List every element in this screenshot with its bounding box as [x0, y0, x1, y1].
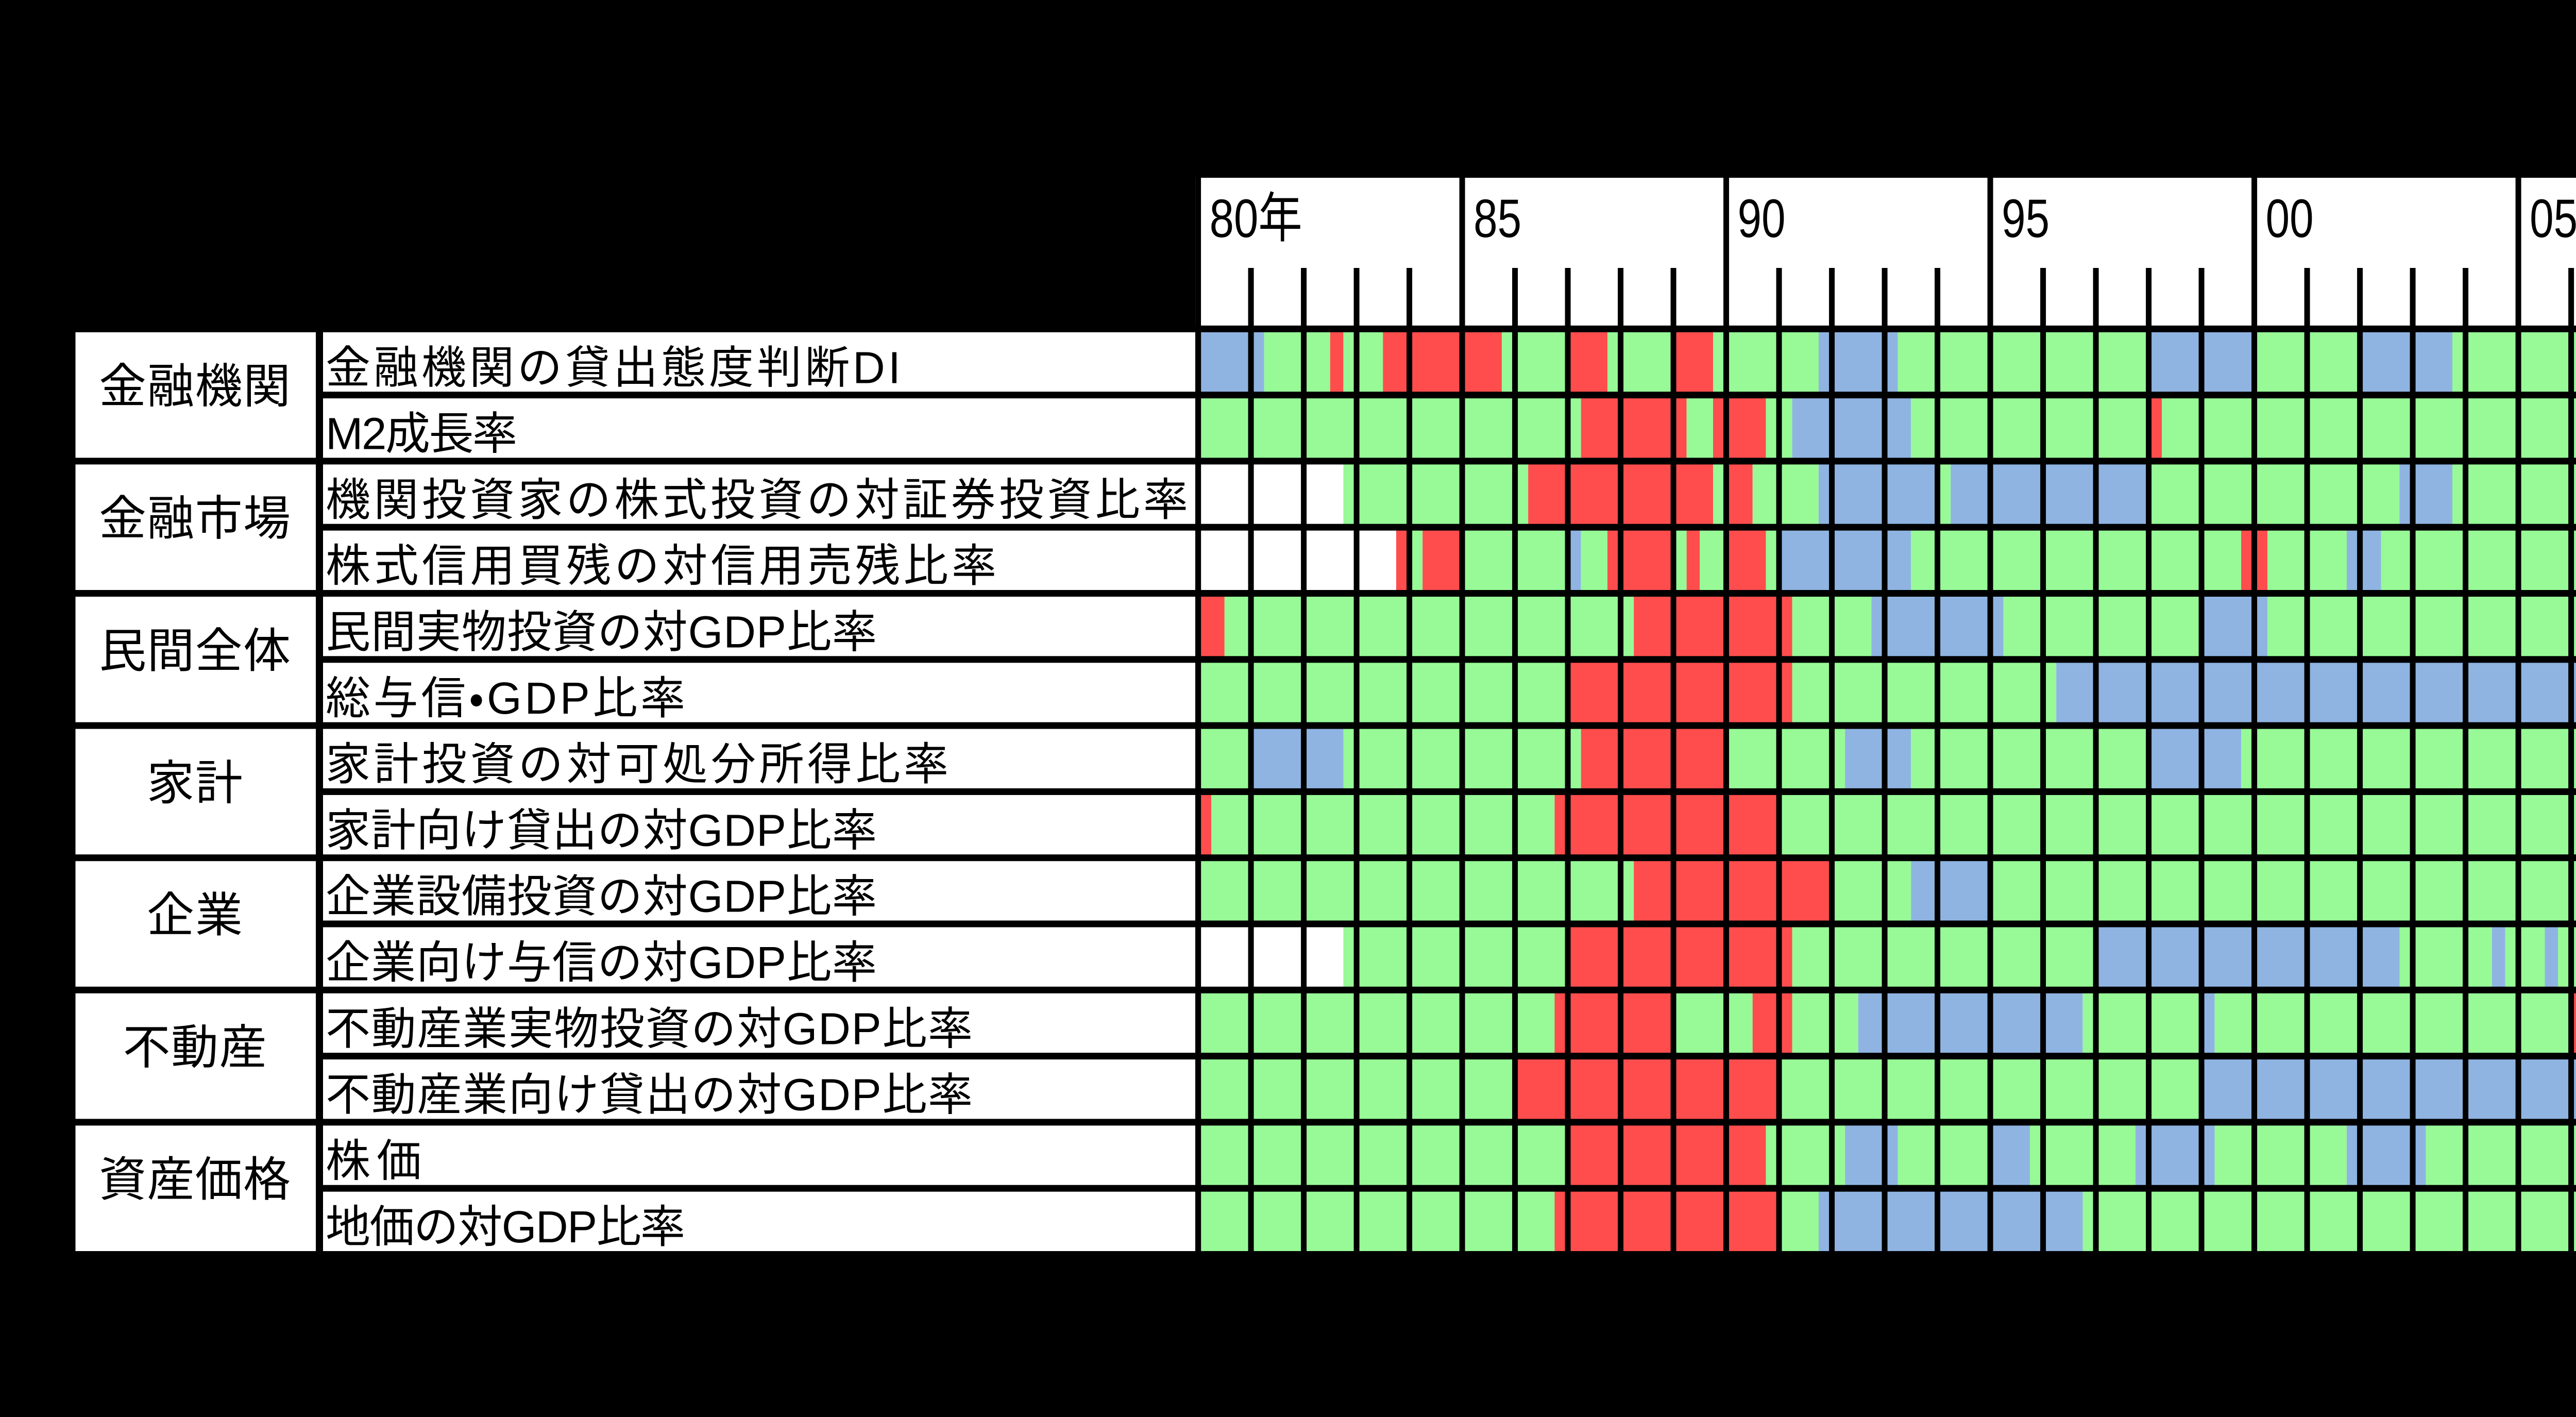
- svg-text:家計向け貸出の対GDP比率: 家計向け貸出の対GDP比率: [326, 805, 877, 855]
- svg-text:企業: 企業: [147, 889, 243, 942]
- svg-text:金融市場: 金融市場: [99, 493, 291, 545]
- svg-text:95: 95: [2002, 189, 2049, 249]
- svg-text:金融機関: 金融機関: [99, 361, 291, 413]
- svg-text:不動産: 不動産: [123, 1022, 267, 1074]
- svg-text:05: 05: [2530, 189, 2576, 249]
- svg-text:00: 00: [2266, 189, 2314, 249]
- svg-text:M2成長率: M2成長率: [326, 409, 517, 459]
- svg-text:資産価格: 資産価格: [99, 1154, 291, 1206]
- svg-text:民間全体: 民間全体: [99, 625, 291, 678]
- svg-text:不動産業向け貸出の対GDP比率: 不動産業向け貸出の対GDP比率: [326, 1070, 973, 1120]
- svg-text:90: 90: [1738, 189, 1786, 249]
- svg-text:企業向け与信の対GDP比率: 企業向け与信の対GDP比率: [326, 938, 877, 988]
- svg-text:80年: 80年: [1210, 189, 1302, 249]
- svg-text:民間実物投資の対GDP比率: 民間実物投資の対GDP比率: [326, 608, 877, 657]
- svg-text:不動産業実物投資の対GDP比率: 不動産業実物投資の対GDP比率: [326, 1004, 973, 1054]
- svg-text:企業設備投資の対GDP比率: 企業設備投資の対GDP比率: [326, 872, 877, 922]
- svg-text:85: 85: [1473, 189, 1521, 249]
- svg-text:家計: 家計: [147, 757, 243, 809]
- svg-text:金融機関の貸出態度判断DI: 金融機関の貸出態度判断DI: [326, 343, 901, 393]
- svg-text:総与信・GDP比率: 総与信・GDP比率: [326, 673, 685, 723]
- svg-text:地価の対GDP比率: 地価の対GDP比率: [326, 1202, 685, 1252]
- svg-text:家計投資の対可処分所得比率: 家計投資の対可処分所得比率: [326, 739, 948, 789]
